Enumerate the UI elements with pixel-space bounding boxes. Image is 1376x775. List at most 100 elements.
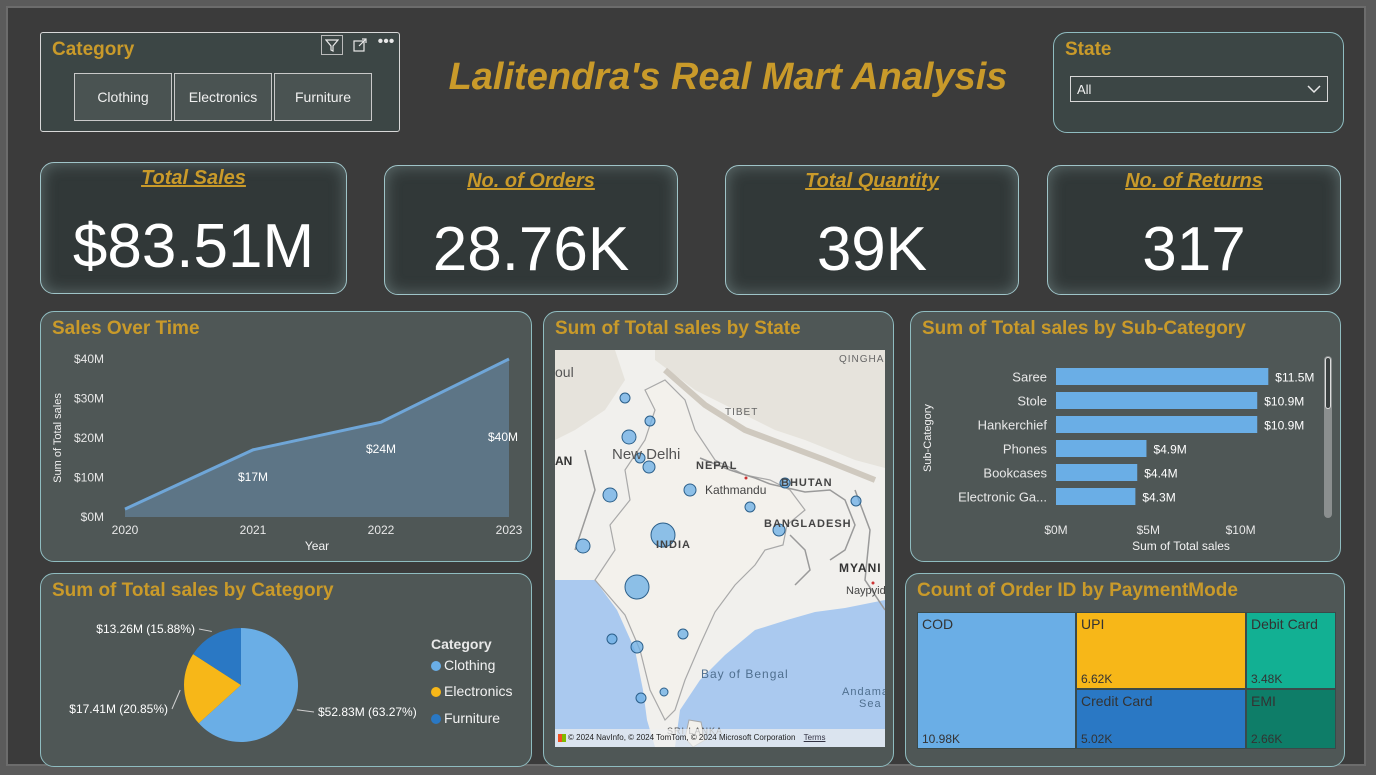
treemap-cell-value: 2.66K xyxy=(1251,732,1283,746)
data-label: $4.3M xyxy=(1142,491,1175,505)
treemap-cell-label: EMI xyxy=(1251,693,1276,709)
map-svg xyxy=(555,350,885,747)
category-option-electronics[interactable]: Electronics xyxy=(174,73,272,121)
y-tick-label: $0M xyxy=(81,510,104,524)
pie-chart-svg: $52.83M (63.27%) $17.41M (20.85%) $13.26M … xyxy=(69,622,417,742)
bar xyxy=(1056,368,1269,385)
pie-slice xyxy=(193,628,241,685)
bar xyxy=(1056,416,1258,433)
data-label: $17.41M (20.85%) xyxy=(69,702,168,716)
treemap-cell-value: 6.62K xyxy=(1081,672,1113,686)
leader-line xyxy=(171,689,181,710)
legend-item-electronics[interactable]: Electronics xyxy=(431,683,512,699)
data-label: $4.4M xyxy=(1144,467,1177,481)
sales-by-category-chart[interactable]: Sum of Total sales by Category $52.83M (… xyxy=(40,573,532,767)
data-label: $17M xyxy=(238,470,268,484)
bar xyxy=(1056,488,1136,505)
map-label-naypyidaw: Naypyid xyxy=(846,585,885,597)
pie-slice xyxy=(198,628,298,742)
area-fill xyxy=(125,359,509,517)
map-label-bhutan: BHUTAN xyxy=(781,477,833,489)
map-label-andaman-sea-2: Sea xyxy=(859,698,882,710)
x-tick-label: 2020 xyxy=(112,523,139,537)
map-terms-link[interactable]: Terms xyxy=(803,733,826,742)
treemap: COD 10.98K UPI 6.62K Debit Card 3.48K Cr… xyxy=(917,612,1336,749)
kpi-total-quantity: Total Quantity 39K xyxy=(725,165,1019,295)
chart-title: Sum of Total sales by State xyxy=(555,318,801,339)
category-option-furniture[interactable]: Furniture xyxy=(274,73,372,121)
map-label-new-delhi: New Delhi xyxy=(612,446,681,463)
state-dropdown[interactable]: All xyxy=(1070,76,1328,102)
map-label-pakistan: AN xyxy=(555,454,573,468)
focus-mode-icon[interactable] xyxy=(349,35,371,55)
map-label-kabul: oul xyxy=(555,364,574,380)
treemap-cell-cod[interactable]: COD 10.98K xyxy=(917,612,1076,749)
y-tick-label: Saree xyxy=(1012,370,1047,385)
legend-dot-icon xyxy=(431,714,441,725)
kpi-label: Total Sales xyxy=(141,167,246,189)
y-tick-label: Bookcases xyxy=(983,466,1047,481)
legend-item-furniture[interactable]: Furniture xyxy=(431,710,500,726)
scrollbar-thumb[interactable] xyxy=(1325,357,1331,409)
treemap-cell-label: COD xyxy=(922,616,954,632)
data-label: $4.9M xyxy=(1153,443,1186,457)
map-area[interactable]: New Delhi NEPAL Kathmandu TIBET BHUTAN B… xyxy=(555,350,885,747)
map-label-andaman-sea: Andama xyxy=(842,686,885,698)
treemap-cell-credit-card[interactable]: Credit Card 5.02K xyxy=(1076,689,1246,749)
pie-legend: Category Clothing Electronics Furniture xyxy=(431,636,531,726)
report-title: Lalitendra's Real Mart Analysis xyxy=(448,56,1008,98)
treemap-cell-emi[interactable]: EMI 2.66K xyxy=(1246,689,1336,749)
y-tick-label: Electronic Ga... xyxy=(958,490,1047,505)
kpi-value: 317 xyxy=(1142,215,1246,284)
x-axis-title: Year xyxy=(305,539,329,553)
microsoft-logo-icon xyxy=(558,733,566,742)
sales-by-subcategory-chart[interactable]: Sum of Total sales by Sub-Category Saree… xyxy=(910,311,1341,562)
filter-icon[interactable] xyxy=(321,35,343,55)
legend-dot-icon xyxy=(431,661,441,672)
data-label: $11.5M xyxy=(1275,371,1314,385)
y-tick-label: $30M xyxy=(74,392,104,406)
treemap-cell-upi[interactable]: UPI 6.62K xyxy=(1076,612,1246,689)
data-label: $52.83M (63.27%) xyxy=(318,705,417,719)
legend-title: Category xyxy=(431,636,492,652)
leader-line xyxy=(296,709,315,713)
x-tick-label: 2021 xyxy=(240,523,267,537)
sales-over-time-chart[interactable]: Sales Over Time $0M $10M $20M $30M $40M 2020 2… xyxy=(40,311,532,562)
treemap-cell-value: 10.98K xyxy=(922,732,961,746)
y-tick-label: Hankerchief xyxy=(978,418,1048,433)
legend-label: Electronics xyxy=(444,683,513,699)
data-label: $40M xyxy=(488,430,518,444)
kpi-orders: No. of Orders 28.76K xyxy=(384,165,678,295)
payment-mode-chart[interactable]: Count of Order ID by PaymentMode COD 10.… xyxy=(905,573,1345,767)
y-tick-label: $40M xyxy=(74,352,104,366)
treemap-cell-label: Debit Card xyxy=(1251,616,1318,632)
x-tick-label: 2023 xyxy=(496,523,523,537)
legend-item-clothing[interactable]: Clothing xyxy=(431,657,495,673)
x-axis-title: Sum of Total sales xyxy=(1132,539,1230,553)
scrollbar[interactable] xyxy=(1324,356,1332,518)
y-axis-title: Sub-Category xyxy=(922,404,934,472)
y-tick-label: Stole xyxy=(1017,394,1047,409)
chart-title: Count of Order ID by PaymentMode xyxy=(917,580,1238,601)
x-tick-label: $5M xyxy=(1137,523,1160,537)
category-option-clothing[interactable]: Clothing xyxy=(74,73,172,121)
y-tick-label: Phones xyxy=(1003,442,1048,457)
chart-title: Sum of Total sales by Sub-Category xyxy=(922,318,1246,339)
bar-chart-svg: Saree $11.5M Stole $10.9M Hankerchief $10.9M P… xyxy=(922,368,1314,553)
y-tick-label: $10M xyxy=(74,471,104,485)
legend-label: Furniture xyxy=(444,710,501,726)
map-copyright-text: © 2024 NavInfo, © 2024 TomTom, © 2024 Mi… xyxy=(568,733,796,742)
category-slicer-title: Category xyxy=(52,39,135,60)
data-label: $24M xyxy=(366,442,396,456)
bar xyxy=(1056,464,1138,481)
map-label-india: INDIA xyxy=(656,539,691,551)
map-label-qinghai: QINGHAI xyxy=(839,354,885,365)
state-slicer: State All xyxy=(1053,32,1344,133)
x-tick-label: $0M xyxy=(1044,523,1067,537)
pie-slice xyxy=(184,654,241,724)
sales-by-state-map[interactable]: Sum of Total sales by State xyxy=(543,311,894,767)
more-options-icon[interactable]: ••• xyxy=(377,33,395,50)
state-dropdown-value: All xyxy=(1077,82,1092,97)
treemap-cell-debit-card[interactable]: Debit Card 3.48K xyxy=(1246,612,1336,689)
treemap-cell-label: UPI xyxy=(1081,616,1105,632)
